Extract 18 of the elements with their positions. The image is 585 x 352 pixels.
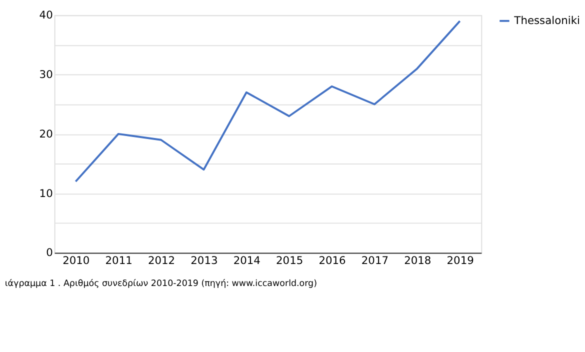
x-tick-label: 2019	[446, 254, 474, 267]
y-tick-label: 40	[39, 8, 54, 22]
x-tick-label: 2016	[318, 254, 346, 267]
y-tick-label: 0	[46, 246, 54, 260]
y-tick-label: 10	[39, 186, 54, 200]
x-tick-label: 2017	[361, 254, 389, 267]
x-tick-label: 2015	[276, 254, 304, 267]
x-tick-label: 2012	[148, 254, 176, 267]
x-tick-label: 2014	[233, 254, 261, 267]
y-tick-label: 30	[39, 68, 54, 81]
y-tick-label: 20	[39, 127, 54, 140]
x-tick-label: 2011	[105, 254, 132, 267]
x-tick-label: 2018	[404, 254, 432, 267]
x-tick-label: 2010	[62, 254, 90, 267]
line-series	[74, 20, 461, 182]
legend-label: Thessaloniki	[513, 14, 580, 27]
text: ιάγραμμα 1 . Αριθμός συνεδρίων 2010-2019 (πηγή: www.iccaworld.org)	[4, 278, 318, 289]
x-tick-label: 2013	[190, 254, 218, 267]
